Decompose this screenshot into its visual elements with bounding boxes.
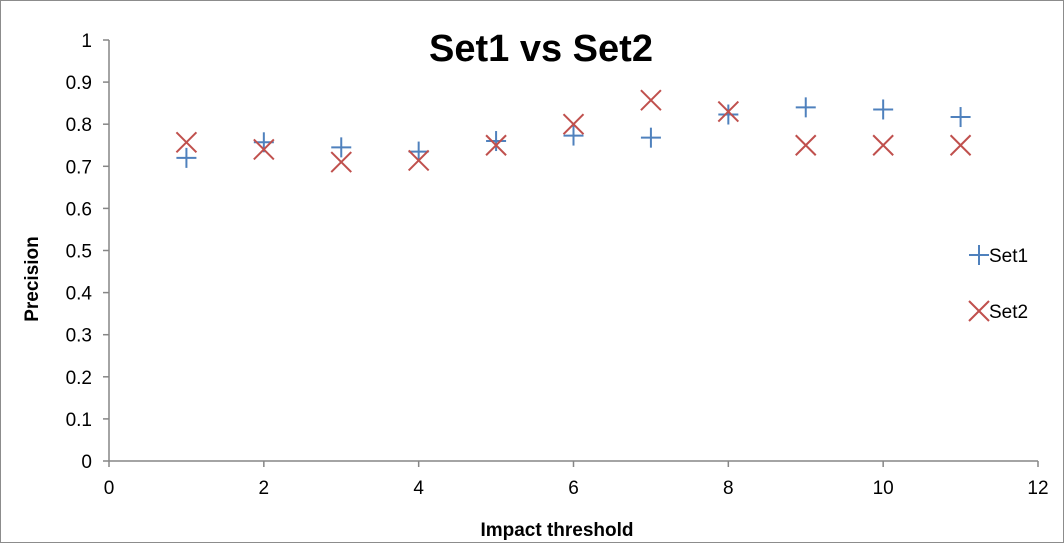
data-point-set1-5 [486,131,507,152]
y-tick-label: 0 [81,452,92,473]
data-point-set2-10 [872,134,894,156]
data-point-set1-8 [718,104,739,125]
legend-marker-set2 [968,300,990,322]
data-point-set1-10 [873,99,894,120]
legend-label: Set1 [989,246,1028,267]
y-axis-title: Precision [22,236,43,322]
y-tick-label: 0.3 [66,326,92,347]
data-point-set1-7 [640,127,661,148]
series-set2 [175,89,972,173]
series-layer [175,89,972,173]
legend: Set1 Set2 [968,245,1028,323]
data-point-set1-4 [408,141,429,162]
data-point-set2-3 [330,151,352,173]
y-tick-label: 0.4 [66,284,93,305]
data-point-set1-11 [950,107,971,128]
data-point-set2-11 [949,134,972,156]
x-tick-label: 10 [873,478,894,499]
x-tick-label: 4 [413,478,424,499]
x-tick-label: 12 [1027,478,1048,499]
data-point-set2-1 [175,131,198,154]
data-point-set2-5 [485,134,507,156]
y-tick-label: 0.1 [66,410,92,431]
data-point-set2-4 [407,149,430,172]
x-tick-label: 0 [104,478,115,499]
x-axis-title: Impact threshold [480,520,633,541]
legend-item-set2: Set2 [968,300,1028,323]
y-tick-label: 0.5 [66,242,92,263]
data-point-set1-6 [563,125,584,146]
data-point-set1-1 [176,147,197,168]
data-point-set2-9 [795,134,817,156]
legend-marker-set1 [969,245,989,265]
y-tick-label: 1 [81,31,92,52]
y-tick-label: 0.7 [66,157,92,178]
y-tick-label: 0.2 [66,368,92,389]
legend-item-set1: Set1 [969,245,1028,267]
axes: 00.10.20.30.40.50.60.70.80.910 2 4 6 8 10 12 [66,31,1049,499]
x-tick-label: 6 [568,478,579,499]
chart-title: Set1 vs Set2 [429,28,653,70]
y-tick-label: 0.6 [66,199,92,220]
legend-label: Set2 [989,302,1028,323]
data-point-set1-3 [331,137,352,158]
data-point-set1-9 [795,97,816,118]
y-tick-label: 0.9 [66,73,92,94]
data-point-set2-6 [562,113,585,135]
data-point-set2-8 [717,100,740,123]
y-tick-label: 0.8 [66,115,92,136]
data-point-set2-2 [253,138,275,161]
x-tick-label: 8 [723,478,734,499]
series-set1 [176,97,971,168]
x-tick-label: 2 [259,478,270,499]
data-point-set2-7 [640,89,662,111]
